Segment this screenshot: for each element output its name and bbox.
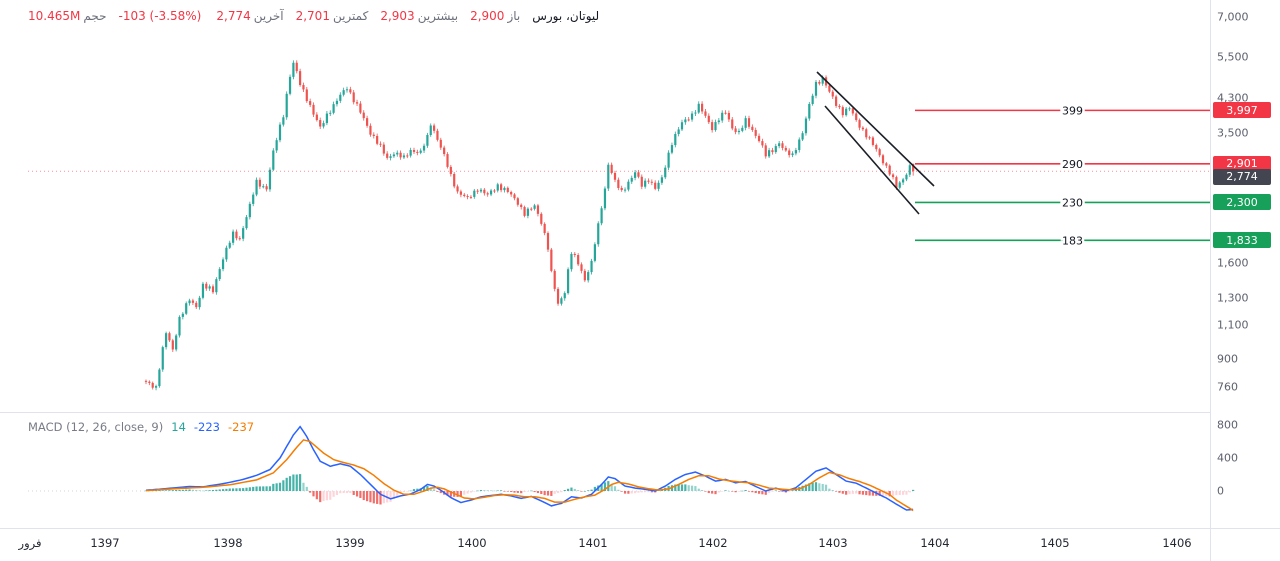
legend-field: باز 2,900 xyxy=(470,9,520,23)
price-level-label[interactable]: 230 xyxy=(1060,194,1086,212)
legend-field: آخرین 2,774 xyxy=(216,9,283,23)
price-level-label[interactable]: 399 xyxy=(1060,102,1086,120)
time-axis-label[interactable]: 1400 xyxy=(457,536,487,550)
trend-channel-line[interactable] xyxy=(816,71,935,187)
macd-histogram[interactable] xyxy=(144,474,915,505)
legend-field-label: باز xyxy=(507,9,521,23)
legend-field-value: 2,701 xyxy=(295,9,330,23)
time-axis-label[interactable]: 1398 xyxy=(213,536,243,550)
price-level-label[interactable]: 183 xyxy=(1060,232,1086,250)
price-axis-label: 1,300 xyxy=(1217,291,1249,305)
legend-field-label: آخرین xyxy=(253,9,284,23)
legend-field-label: کمترین xyxy=(332,9,369,23)
price-level-badge: 2,901 xyxy=(1213,155,1271,172)
time-axis-label[interactable]: 1399 xyxy=(335,536,365,550)
price-axis-label: 5,500 xyxy=(1217,50,1249,64)
price-level-badge: 2,300 xyxy=(1213,194,1271,211)
macd-hist-value: 14 xyxy=(171,420,186,434)
price-level-badge: 3,997 xyxy=(1213,102,1271,119)
macd-axis-label: 800 xyxy=(1217,418,1238,432)
legend-field-value: 2,903 xyxy=(380,9,415,23)
macd-title[interactable]: MACD (12, 26, close, 9) xyxy=(28,420,164,434)
price-axis-label: 1,600 xyxy=(1217,256,1249,270)
price-axis-label: 3,500 xyxy=(1217,126,1249,139)
price-axis-label: 4,300 xyxy=(1217,91,1249,105)
time-axis-label[interactable]: 1401 xyxy=(578,536,608,550)
macd-signal-value: -237 xyxy=(228,420,255,434)
legend-field-label: بیشترین xyxy=(417,9,459,23)
trend-channel-line[interactable] xyxy=(824,105,920,215)
legend-field-value: 2,900 xyxy=(470,9,505,23)
legend-field-value: -103 (-3.58%) xyxy=(118,9,202,23)
price-axis-label: 900 xyxy=(1217,352,1238,366)
legend-field: کمترین 2,701 xyxy=(296,9,369,23)
price-level-label[interactable]: 290 xyxy=(1060,155,1086,173)
legend-field-label: حجم xyxy=(83,9,107,23)
time-axis-label[interactable]: 1406 xyxy=(1162,536,1192,550)
legend-field-value: 2,774 xyxy=(216,9,251,23)
candle-series[interactable] xyxy=(144,60,915,391)
price-axis-label: 1,100 xyxy=(1217,318,1249,332)
price-level-badge: 1,833 xyxy=(1213,232,1271,249)
symbol-name[interactable]: لیوتان، بورس xyxy=(532,9,600,23)
price-axis-label: 7,000 xyxy=(1217,10,1249,24)
legend-field: حجم 10.465M xyxy=(28,9,107,23)
macd-legend: MACD (12, 26, close, 9) 14 -223 -237 xyxy=(28,420,254,434)
legend-field: بیشترین 2,903 xyxy=(380,9,458,23)
time-axis-label[interactable]: 1405 xyxy=(1040,536,1070,550)
symbol-legend: لیوتان، بورس باز 2,900 بیشترین 2,903 کمترین 2… xyxy=(28,9,599,23)
legend-field: -103 (-3.58%) xyxy=(119,9,205,23)
macd-signal-line[interactable] xyxy=(145,439,914,512)
time-axis-label[interactable]: فرور xyxy=(18,536,42,550)
time-axis-label[interactable]: 1397 xyxy=(90,536,120,550)
time-axis-label[interactable]: 1403 xyxy=(818,536,848,550)
price-axis-label: 760 xyxy=(1217,380,1238,394)
legend-field-value: 10.465M xyxy=(28,9,81,23)
macd-axis-label: 400 xyxy=(1217,451,1238,465)
time-axis-label[interactable]: 1404 xyxy=(920,536,950,550)
macd-axis-label: 0 xyxy=(1217,484,1224,498)
macd-line-value: -223 xyxy=(193,420,220,434)
price-level-badge: 2,774 xyxy=(1213,168,1271,185)
time-axis-label[interactable]: 1402 xyxy=(698,536,728,550)
